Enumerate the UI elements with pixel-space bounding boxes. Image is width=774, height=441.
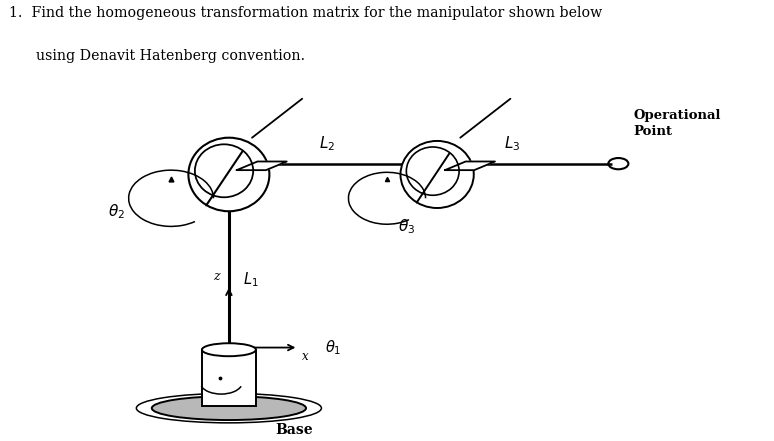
Text: $L_3$: $L_3$ (504, 134, 520, 153)
Text: z: z (213, 269, 220, 283)
Text: $\theta_2$: $\theta_2$ (108, 202, 125, 220)
Text: using Denavit Hatenberg convention.: using Denavit Hatenberg convention. (9, 49, 305, 63)
Text: $L_1$: $L_1$ (243, 270, 259, 289)
Ellipse shape (406, 147, 459, 195)
Text: x: x (302, 350, 309, 363)
Ellipse shape (202, 343, 256, 356)
Polygon shape (445, 161, 495, 170)
Polygon shape (237, 161, 286, 170)
Bar (202, 350, 256, 406)
Text: 1.  Find the homogeneous transformation matrix for the manipulator shown below: 1. Find the homogeneous transformation m… (9, 6, 602, 20)
Ellipse shape (152, 396, 306, 420)
Text: Operational
Point: Operational Point (634, 108, 721, 138)
Text: Base: Base (276, 423, 313, 437)
Text: $L_2$: $L_2$ (319, 134, 335, 153)
Ellipse shape (188, 138, 269, 211)
Text: $\theta_1$: $\theta_1$ (325, 338, 342, 357)
Ellipse shape (400, 141, 474, 208)
Text: $\theta_3$: $\theta_3$ (398, 217, 415, 236)
Ellipse shape (195, 144, 253, 197)
